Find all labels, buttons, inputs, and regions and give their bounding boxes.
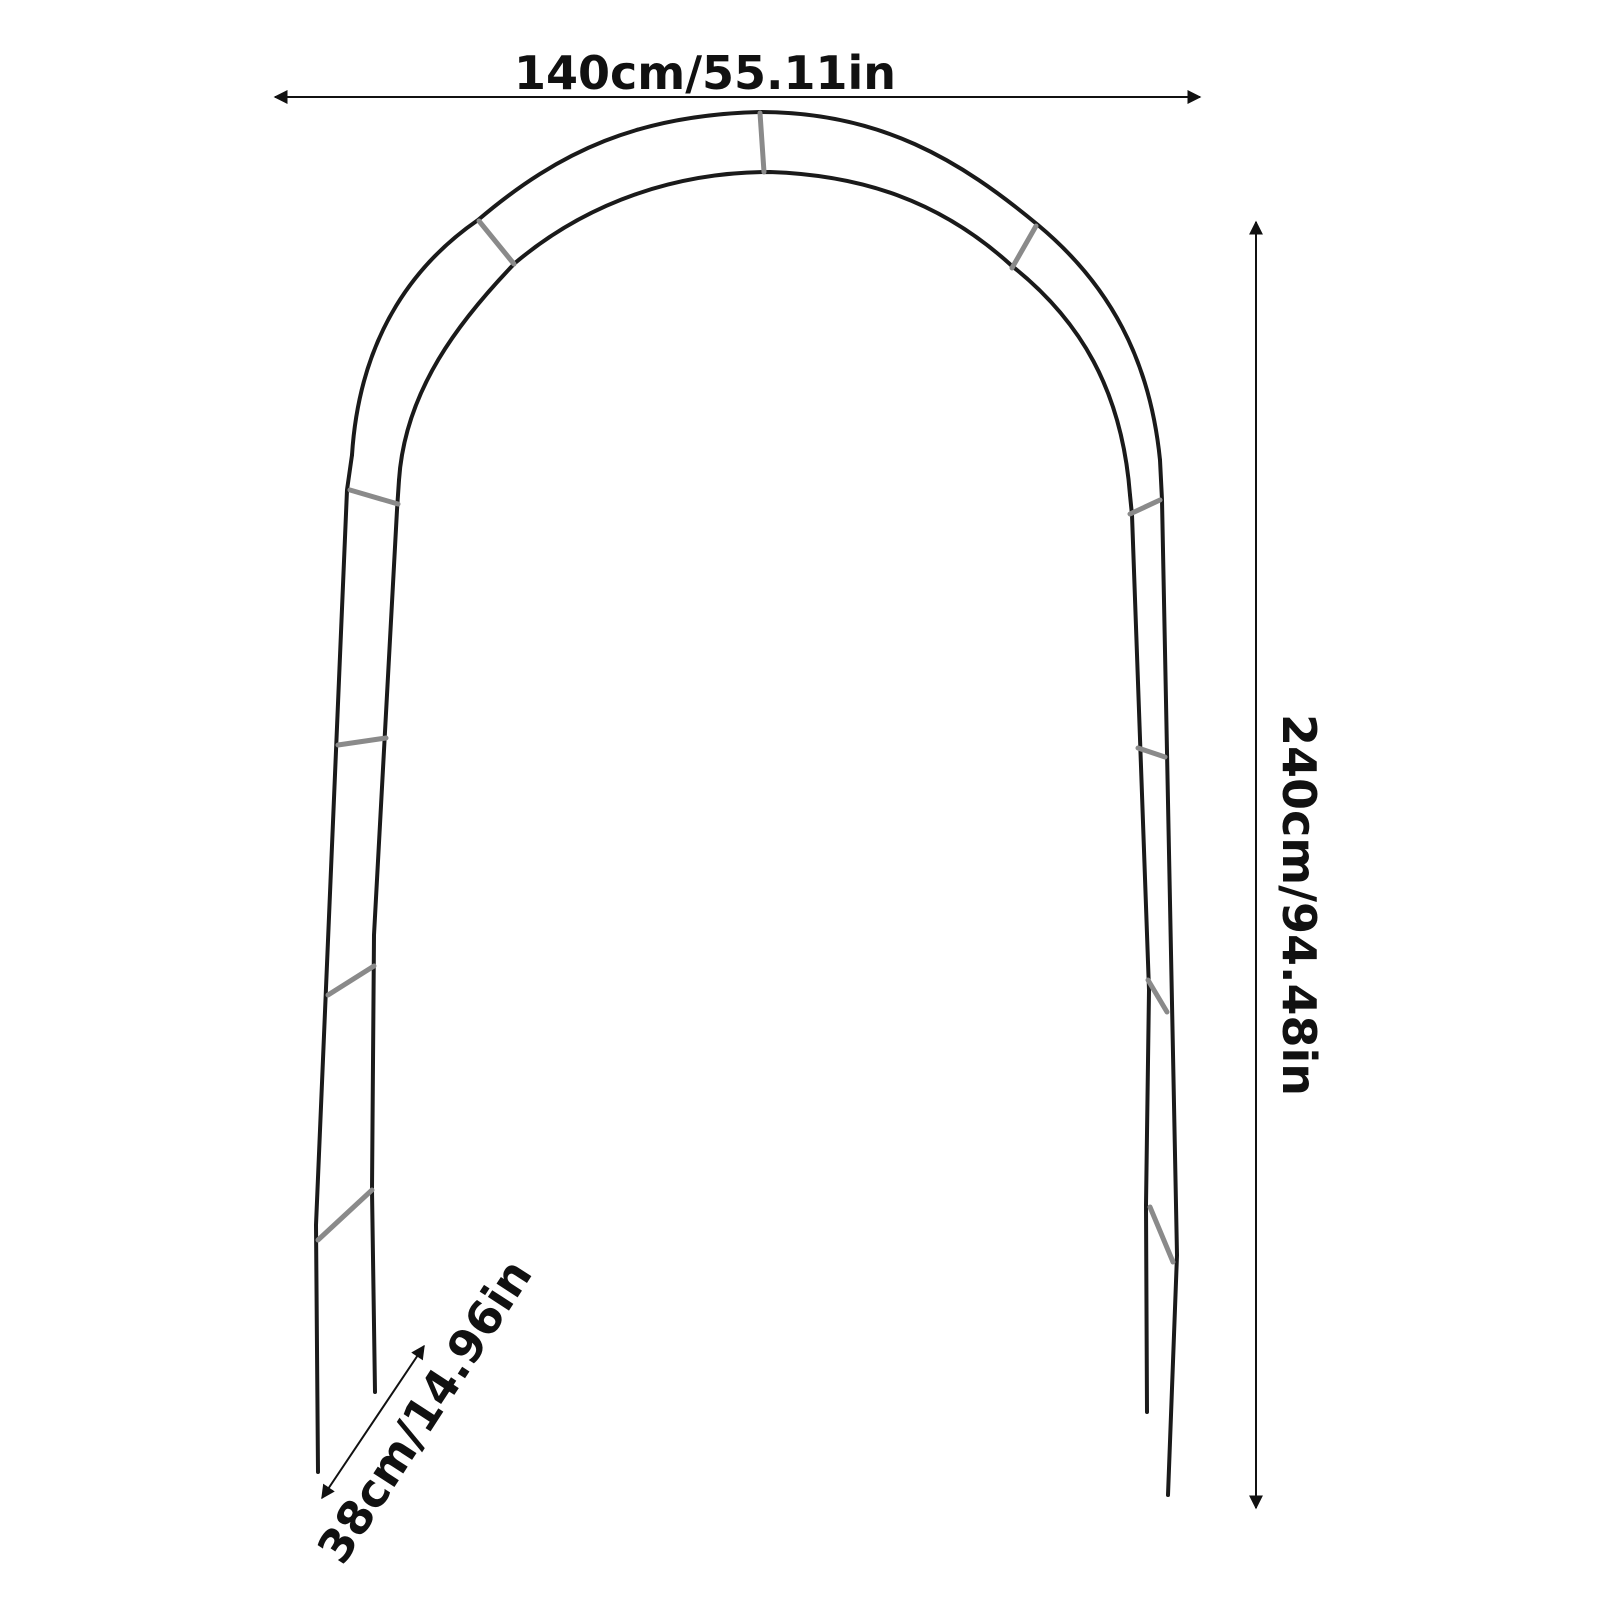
brace-right-1 (1127, 497, 1163, 517)
brace-top (757, 110, 767, 175)
arch-right-front-leg (1158, 458, 1179, 1497)
depth-label: 38cm/14.96in (307, 1250, 543, 1573)
brace-upper-right (1009, 223, 1039, 271)
brace-left-4 (315, 1187, 375, 1243)
brace-upper-left (476, 218, 517, 267)
brace-left-1 (347, 487, 401, 507)
height-label: 240cm/94.48in (1272, 714, 1326, 1096)
dimension-arrows (273, 90, 1263, 1510)
brace-left-2 (335, 735, 389, 748)
arch-braces (315, 110, 1176, 1265)
arch-frame (314, 110, 1179, 1497)
arch-inner-arc (397, 170, 1132, 497)
arch-left-front-leg (314, 453, 354, 1474)
brace-right-4 (1147, 1204, 1176, 1265)
arch-left-back-leg (370, 478, 401, 1394)
brace-right-3 (1145, 977, 1170, 1015)
width-label: 140cm/55.11in (514, 46, 896, 100)
arch-right-back-leg (1128, 493, 1151, 1414)
brace-right-2 (1135, 745, 1168, 760)
brace-left-3 (325, 963, 377, 998)
depth-arrow (321, 1344, 425, 1500)
arch-outer-arc (350, 110, 1162, 462)
